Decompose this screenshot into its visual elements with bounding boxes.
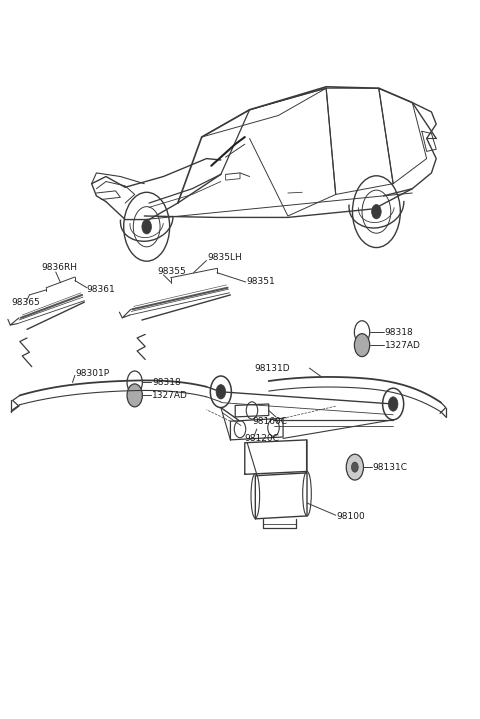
Text: 1327AD: 1327AD [153,391,188,400]
Text: 98355: 98355 [157,267,186,276]
Circle shape [388,397,398,411]
Text: 98160C: 98160C [252,418,288,426]
Circle shape [354,334,370,357]
Text: 98365: 98365 [11,298,40,306]
Text: 9836RH: 9836RH [41,263,77,273]
Text: 98131D: 98131D [254,364,290,372]
Text: 98361: 98361 [86,285,115,294]
Circle shape [216,385,226,399]
Circle shape [346,454,363,480]
Text: 98318: 98318 [384,328,413,336]
Text: 98120C: 98120C [245,434,280,443]
Circle shape [351,462,358,472]
Text: 98100: 98100 [336,512,365,521]
Text: 98351: 98351 [247,278,276,286]
Text: 1327AD: 1327AD [384,341,420,349]
Text: 98318: 98318 [153,378,181,387]
Circle shape [372,204,381,219]
Text: 98131C: 98131C [372,462,408,472]
Text: 9835LH: 9835LH [207,253,242,262]
Circle shape [127,384,143,407]
Circle shape [142,219,152,234]
Text: 98301P: 98301P [75,370,109,378]
